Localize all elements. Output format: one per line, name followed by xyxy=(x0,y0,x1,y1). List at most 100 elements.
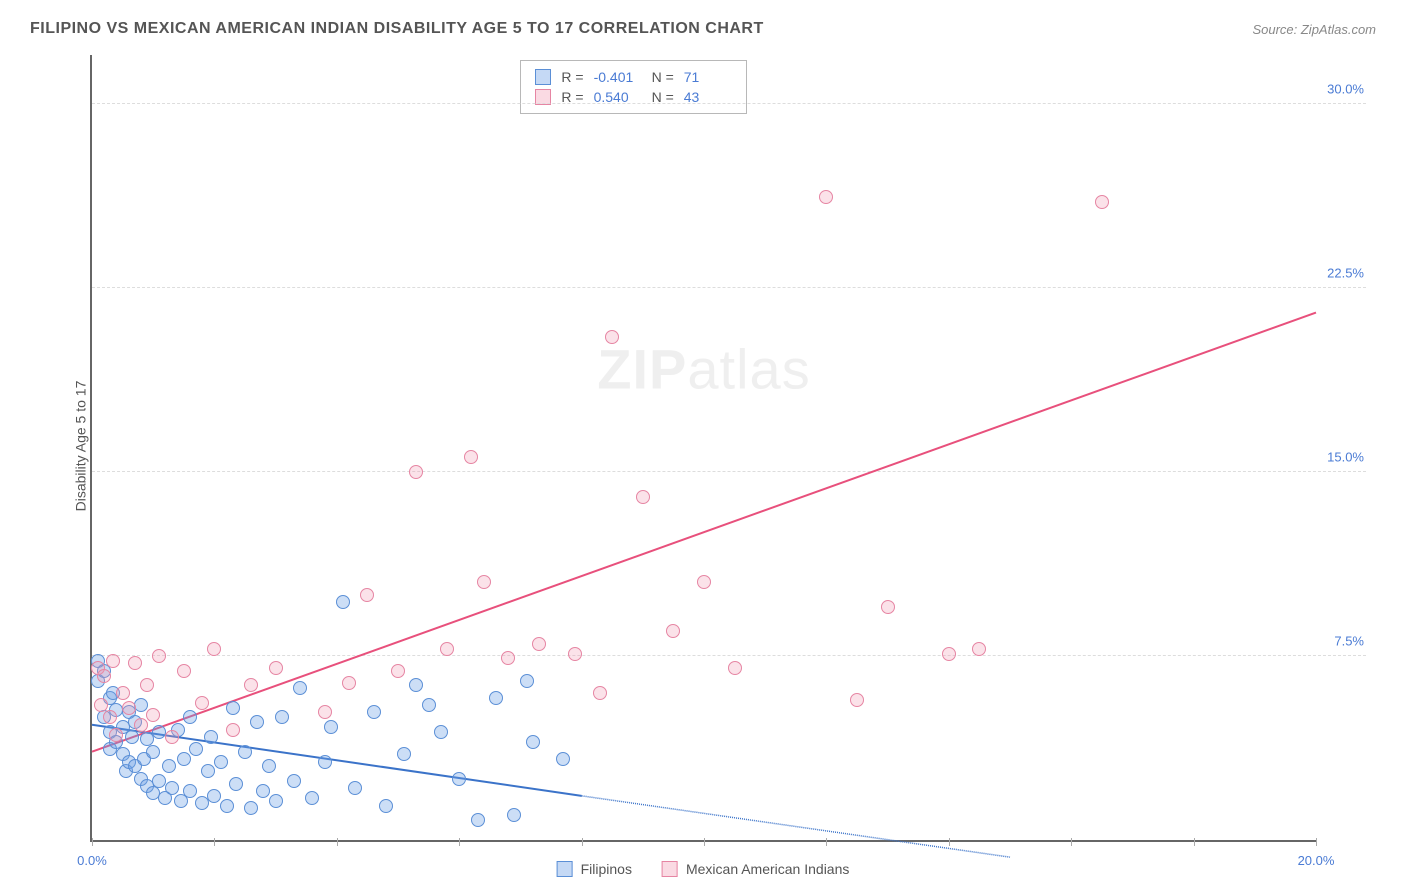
chart-container: ZIPatlas R = -0.401 N = 71 R = 0.540 N =… xyxy=(60,55,1366,842)
data-point-filipinos xyxy=(275,710,289,724)
x-tick xyxy=(92,838,93,846)
grid-line xyxy=(92,471,1366,472)
grid-line xyxy=(92,655,1366,656)
data-point-mexican xyxy=(636,490,650,504)
data-point-mexican xyxy=(165,730,179,744)
x-tick xyxy=(949,838,950,846)
data-point-filipinos xyxy=(520,674,534,688)
data-point-mexican xyxy=(152,649,166,663)
data-point-mexican xyxy=(881,600,895,614)
data-point-filipinos xyxy=(293,681,307,695)
data-point-filipinos xyxy=(125,730,139,744)
data-point-filipinos xyxy=(201,764,215,778)
swatch-blue-icon xyxy=(557,861,573,877)
data-point-mexican xyxy=(195,696,209,710)
data-point-filipinos xyxy=(165,781,179,795)
data-point-filipinos xyxy=(146,745,160,759)
data-point-mexican xyxy=(269,661,283,675)
y-tick-label: 7.5% xyxy=(1319,634,1364,649)
data-point-filipinos xyxy=(269,794,283,808)
swatch-blue-icon xyxy=(535,69,551,85)
data-point-filipinos xyxy=(379,799,393,813)
data-point-filipinos xyxy=(207,789,221,803)
swatch-pink-icon xyxy=(662,861,678,877)
data-point-mexican xyxy=(122,701,136,715)
data-point-mexican xyxy=(103,710,117,724)
data-point-mexican xyxy=(728,661,742,675)
y-tick-label: 22.5% xyxy=(1319,266,1364,281)
chart-header: FILIPINO VS MEXICAN AMERICAN INDIAN DISA… xyxy=(0,0,1406,48)
data-point-filipinos xyxy=(220,799,234,813)
data-point-filipinos xyxy=(507,808,521,822)
data-point-filipinos xyxy=(367,705,381,719)
x-tick xyxy=(459,838,460,846)
y-tick-label: 15.0% xyxy=(1319,450,1364,465)
data-point-filipinos xyxy=(324,720,338,734)
data-point-mexican xyxy=(819,190,833,204)
data-point-mexican xyxy=(972,642,986,656)
data-point-filipinos xyxy=(305,791,319,805)
data-point-mexican xyxy=(477,575,491,589)
data-point-mexican xyxy=(409,465,423,479)
data-point-filipinos xyxy=(238,745,252,759)
data-point-mexican xyxy=(532,637,546,651)
y-tick-label: 30.0% xyxy=(1319,82,1364,97)
data-point-mexican xyxy=(605,330,619,344)
data-point-filipinos xyxy=(526,735,540,749)
data-point-mexican xyxy=(226,723,240,737)
data-point-filipinos xyxy=(409,678,423,692)
data-point-mexican xyxy=(207,642,221,656)
data-point-mexican xyxy=(360,588,374,602)
grid-line xyxy=(92,287,1366,288)
data-point-filipinos xyxy=(452,772,466,786)
legend-label-mexican: Mexican American Indians xyxy=(686,861,849,877)
x-tick xyxy=(582,838,583,846)
stats-row-filipinos: R = -0.401 N = 71 xyxy=(535,67,731,87)
data-point-mexican xyxy=(94,698,108,712)
data-point-mexican xyxy=(140,678,154,692)
stats-box: R = -0.401 N = 71 R = 0.540 N = 43 xyxy=(520,60,746,114)
data-point-mexican xyxy=(146,708,160,722)
data-point-mexican xyxy=(440,642,454,656)
data-point-filipinos xyxy=(214,755,228,769)
data-point-mexican xyxy=(666,624,680,638)
data-point-mexican xyxy=(134,718,148,732)
data-point-filipinos xyxy=(422,698,436,712)
chart-title: FILIPINO VS MEXICAN AMERICAN INDIAN DISA… xyxy=(30,20,764,38)
x-tick xyxy=(337,838,338,846)
x-tick-label: 20.0% xyxy=(1298,853,1335,868)
data-point-mexican xyxy=(1095,195,1109,209)
data-point-mexican xyxy=(342,676,356,690)
grid-line xyxy=(92,103,1366,104)
x-tick xyxy=(1316,838,1317,846)
data-point-filipinos xyxy=(489,691,503,705)
plot-area: ZIPatlas R = -0.401 N = 71 R = 0.540 N =… xyxy=(90,55,1316,842)
x-tick-label: 0.0% xyxy=(77,853,107,868)
data-point-filipinos xyxy=(556,752,570,766)
legend-item-filipinos: Filipinos xyxy=(557,861,632,877)
n-value-filipinos: 71 xyxy=(684,69,732,85)
data-point-mexican xyxy=(97,669,111,683)
data-point-filipinos xyxy=(244,801,258,815)
data-point-filipinos xyxy=(256,784,270,798)
legend-item-mexican: Mexican American Indians xyxy=(662,861,849,877)
data-point-mexican xyxy=(697,575,711,589)
data-point-filipinos xyxy=(162,759,176,773)
data-point-filipinos xyxy=(226,701,240,715)
data-point-mexican xyxy=(106,654,120,668)
x-tick xyxy=(1194,838,1195,846)
data-point-mexican xyxy=(464,450,478,464)
data-point-filipinos xyxy=(177,752,191,766)
data-point-filipinos xyxy=(204,730,218,744)
data-point-filipinos xyxy=(348,781,362,795)
data-point-filipinos xyxy=(183,710,197,724)
data-point-mexican xyxy=(593,686,607,700)
data-point-mexican xyxy=(116,686,130,700)
data-point-filipinos xyxy=(134,698,148,712)
data-point-filipinos xyxy=(250,715,264,729)
trend-lines xyxy=(92,55,1316,840)
x-tick xyxy=(704,838,705,846)
x-tick xyxy=(1071,838,1072,846)
x-tick xyxy=(826,838,827,846)
data-point-mexican xyxy=(244,678,258,692)
